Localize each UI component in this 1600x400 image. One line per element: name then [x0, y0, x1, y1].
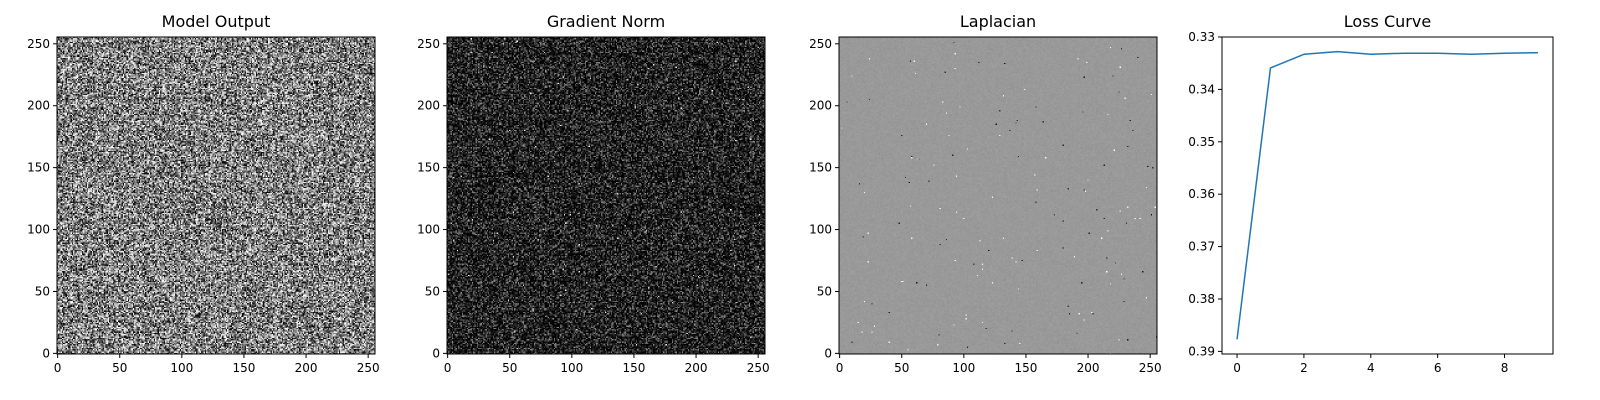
y-tick-label: 0.34 — [1188, 82, 1215, 96]
y-tick-label: 150 — [27, 161, 50, 175]
y-tick-label: 0 — [432, 346, 440, 360]
x-tick-label: 0 — [1233, 361, 1241, 375]
y-tick-label: 100 — [27, 223, 50, 237]
y-tick-label: 50 — [35, 284, 50, 298]
x-tick-label: 150 — [232, 361, 255, 375]
y-tick-label: 250 — [27, 37, 50, 51]
x-tick-label: 0 — [54, 361, 62, 375]
panel-gradient-norm: Gradient Norm 0 50 100 150 200 250 0 50 100 150 200… — [417, 12, 770, 375]
y-tick-label: 0 — [824, 346, 832, 360]
x-tick-label: 50 — [502, 361, 517, 375]
axis-frame — [1221, 36, 1554, 355]
x-tick-label: 150 — [1014, 361, 1037, 375]
panel-title: Model Output — [162, 12, 271, 31]
y-tick-label: 50 — [425, 284, 440, 298]
x-tick-label: 150 — [622, 361, 645, 375]
y-tick-label: 200 — [809, 99, 832, 113]
y-tick-label: 50 — [817, 284, 832, 298]
panel-title: Gradient Norm — [547, 12, 665, 31]
x-tick-label: 200 — [1077, 361, 1100, 375]
heatmap-image — [447, 37, 765, 354]
x-tick-label: 0 — [444, 361, 452, 375]
x-tick-label: 4 — [1367, 361, 1375, 375]
y-tick-label: 0 — [42, 346, 50, 360]
x-tick-label: 250 — [747, 361, 770, 375]
y-tick-label: 0.36 — [1188, 187, 1215, 201]
panel-model-output: Model Output 0 50 100 150 200 250 0 50 100 150 200 2… — [27, 12, 380, 375]
y-tick-label: 200 — [417, 99, 440, 113]
y-tick-label: 200 — [27, 99, 50, 113]
axis-frame — [56, 36, 376, 355]
y-tick-label: 0.37 — [1188, 240, 1215, 254]
x-tick-label: 50 — [112, 361, 127, 375]
loss-line — [1236, 50, 1538, 340]
x-tick-label: 100 — [952, 361, 975, 375]
y-tick-label: 100 — [809, 223, 832, 237]
x-tick-label: 6 — [1434, 361, 1442, 375]
y-tick-label: 0.39 — [1188, 344, 1215, 358]
axis-frame — [838, 36, 1158, 355]
y-tick-label: 250 — [809, 37, 832, 51]
x-tick-label: 0 — [836, 361, 844, 375]
y-tick-label: 0.38 — [1188, 292, 1215, 306]
x-tick-label: 50 — [894, 361, 909, 375]
x-tick-label: 2 — [1300, 361, 1308, 375]
panel-laplacian: Laplacian 0 50 100 150 200 250 0 50 100 150 200 250 — [809, 12, 1162, 375]
x-tick-label: 200 — [685, 361, 708, 375]
heatmap-image — [839, 37, 1157, 354]
y-tick-label: 0.33 — [1188, 30, 1215, 44]
x-tick-label: 250 — [357, 361, 380, 375]
x-tick-label: 100 — [560, 361, 583, 375]
x-tick-label: 100 — [170, 361, 193, 375]
y-tick-label: 0.35 — [1188, 135, 1215, 149]
panel-title: Loss Curve — [1344, 12, 1431, 31]
y-tick-label: 100 — [417, 223, 440, 237]
panel-loss-curve: Loss Curve 0 2 4 6 8 0.33 0.34 0.35 0.36 0.37 0.38 0… — [1188, 12, 1554, 375]
y-tick-label: 250 — [417, 37, 440, 51]
y-tick-label: 150 — [417, 161, 440, 175]
axis-frame — [446, 36, 766, 355]
x-tick-label: 200 — [295, 361, 318, 375]
x-tick-label: 8 — [1501, 361, 1509, 375]
x-tick-label: 250 — [1139, 361, 1162, 375]
panel-title: Laplacian — [960, 12, 1036, 31]
y-tick-label: 150 — [809, 161, 832, 175]
heatmap-image — [57, 37, 375, 354]
